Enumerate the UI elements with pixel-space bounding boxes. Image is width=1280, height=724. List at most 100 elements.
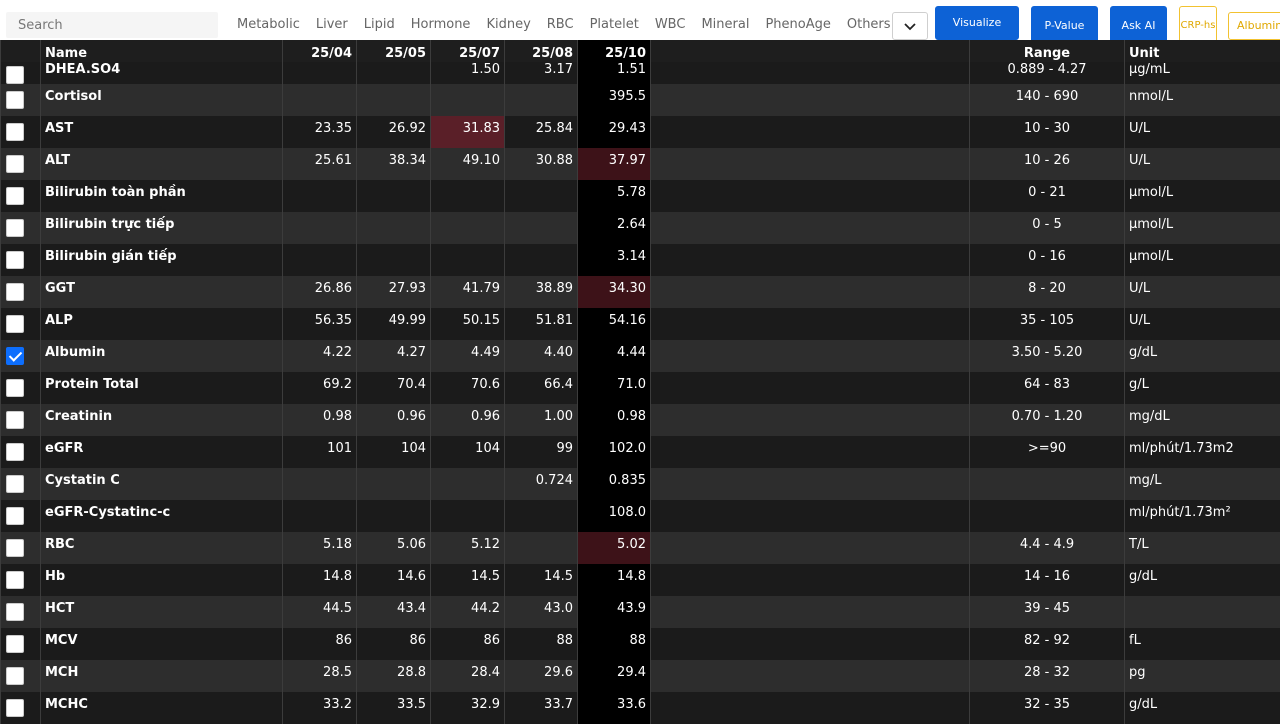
row-checkbox[interactable] xyxy=(6,155,24,173)
crp-hs-chip[interactable]: CRP-hs xyxy=(1179,6,1217,40)
value-cell xyxy=(431,84,505,116)
row-checkbox[interactable] xyxy=(6,603,24,621)
row-checkbox[interactable] xyxy=(6,283,24,301)
row-checkbox-cell xyxy=(1,404,41,436)
tab-phenoage[interactable]: PhenoAge xyxy=(757,14,838,36)
value-cell: 14.5 xyxy=(431,564,505,596)
test-name: eGFR-Cystatinc-c xyxy=(41,500,283,532)
value-cell xyxy=(431,212,505,244)
unit-cell: U/L xyxy=(1125,116,1280,148)
value-cell xyxy=(505,532,578,564)
value-cell-current: 71.0 xyxy=(578,372,651,404)
row-checkbox[interactable] xyxy=(6,475,24,493)
test-name: Cystatin C xyxy=(41,468,283,500)
header-date[interactable]: 25/05 xyxy=(357,40,431,62)
range-cell: >=90 xyxy=(970,436,1125,468)
more-dropdown-button[interactable] xyxy=(892,12,928,40)
row-checkbox[interactable] xyxy=(6,219,24,237)
test-name: ALT xyxy=(41,148,283,180)
unit-cell: U/L xyxy=(1125,148,1280,180)
value-cell xyxy=(357,84,431,116)
tab-wbc[interactable]: WBC xyxy=(647,14,694,36)
header-unit[interactable]: Unit xyxy=(1125,40,1280,62)
header-date[interactable]: 25/07 xyxy=(431,40,505,62)
search-input[interactable] xyxy=(6,12,218,38)
ask-ai-button[interactable]: Ask AI xyxy=(1110,6,1167,40)
header-date[interactable]: 25/08 xyxy=(505,40,578,62)
tab-metabolic[interactable]: Metabolic xyxy=(229,14,308,36)
range-cell: 0.889 - 4.27 xyxy=(970,62,1125,84)
spacer-cell xyxy=(651,692,970,724)
value-cell xyxy=(283,84,357,116)
row-checkbox[interactable] xyxy=(6,91,24,109)
row-checkbox[interactable] xyxy=(6,443,24,461)
tab-hormone[interactable]: Hormone xyxy=(403,14,479,36)
header-date[interactable]: 25/04 xyxy=(283,40,357,62)
header-name[interactable]: Name xyxy=(41,40,283,62)
tab-rbc[interactable]: RBC xyxy=(539,14,582,36)
value-cell: 69.2 xyxy=(283,372,357,404)
tab-liver[interactable]: Liver xyxy=(308,14,356,36)
value-cell: 51.81 xyxy=(505,308,578,340)
row-checkbox[interactable] xyxy=(6,507,24,525)
row-checkbox-cell xyxy=(1,692,41,724)
tab-kidney[interactable]: Kidney xyxy=(478,14,538,36)
tab-mineral[interactable]: Mineral xyxy=(693,14,757,36)
row-checkbox[interactable] xyxy=(6,187,24,205)
p-value-button[interactable]: P-Value xyxy=(1031,6,1098,40)
row-checkbox[interactable] xyxy=(6,123,24,141)
value-cell xyxy=(283,500,357,532)
row-checkbox[interactable] xyxy=(6,251,24,269)
row-checkbox[interactable] xyxy=(6,66,24,84)
value-cell xyxy=(357,500,431,532)
row-checkbox-cell xyxy=(1,532,41,564)
albumin-chip[interactable]: Albumin xyxy=(1228,12,1280,40)
spacer-cell xyxy=(651,404,970,436)
tab-others[interactable]: Others xyxy=(839,14,899,36)
row-checkbox[interactable] xyxy=(6,699,24,717)
row-checkbox[interactable] xyxy=(6,635,24,653)
value-cell: 5.06 xyxy=(357,532,431,564)
spacer-cell xyxy=(651,116,970,148)
value-cell: 25.61 xyxy=(283,148,357,180)
tab-platelet[interactable]: Platelet xyxy=(582,14,647,36)
row-checkbox[interactable] xyxy=(6,571,24,589)
row-checkbox[interactable] xyxy=(6,667,24,685)
value-cell: 1.00 xyxy=(505,404,578,436)
row-checkbox[interactable] xyxy=(6,411,24,429)
row-checkbox[interactable] xyxy=(6,315,24,333)
header-range[interactable]: Range xyxy=(970,40,1125,62)
row-checkbox[interactable] xyxy=(6,347,24,365)
visualize-button[interactable]: Visualize xyxy=(935,6,1019,40)
chevron-down-icon xyxy=(903,19,917,33)
row-checkbox-cell xyxy=(1,660,41,692)
row-checkbox[interactable] xyxy=(6,539,24,557)
value-cell: 14.8 xyxy=(283,564,357,596)
row-checkbox[interactable] xyxy=(6,379,24,397)
test-name: Bilirubin toàn phần xyxy=(41,180,283,212)
tab-lipid[interactable]: Lipid xyxy=(356,14,403,36)
header-date-current[interactable]: 25/10 xyxy=(578,40,651,62)
value-cell: 28.8 xyxy=(357,660,431,692)
